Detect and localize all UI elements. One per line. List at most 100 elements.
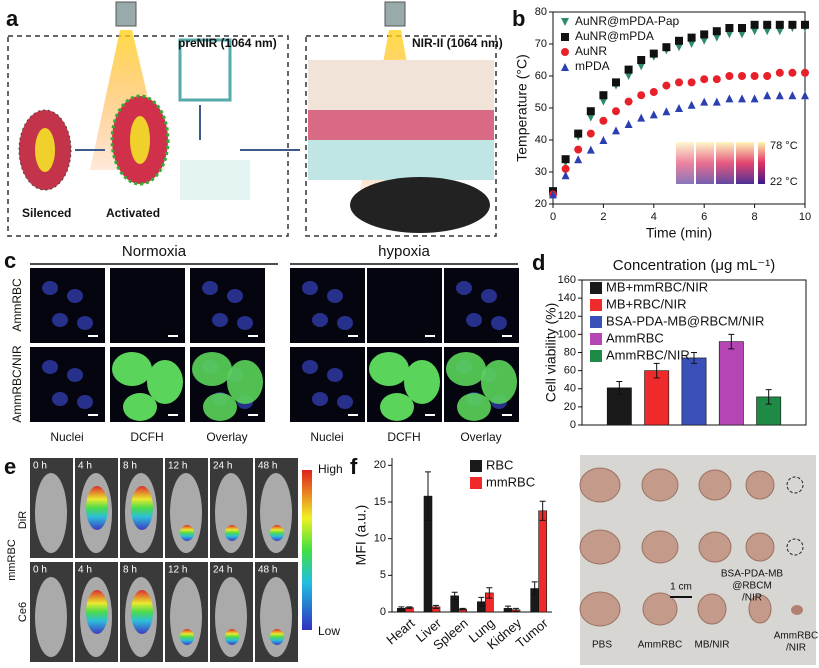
point xyxy=(574,155,583,164)
bar xyxy=(718,341,744,426)
y-tick-label: 160 xyxy=(558,274,576,286)
panel-label: b xyxy=(512,6,525,31)
tumor xyxy=(579,467,621,503)
point xyxy=(700,97,709,106)
point xyxy=(738,72,746,80)
cell xyxy=(481,360,517,404)
group-label: MB/NIR xyxy=(695,640,730,651)
point xyxy=(775,68,784,77)
x-tick-label: Heart xyxy=(383,615,417,647)
nucleus xyxy=(456,281,472,295)
point xyxy=(561,48,569,56)
time-label: 48 h xyxy=(258,565,277,576)
time-label: 48 h xyxy=(258,461,277,472)
color-scale xyxy=(302,470,312,630)
scale-label: Low xyxy=(318,624,340,638)
group-label: /NIR xyxy=(786,643,806,654)
legend-label: RBC xyxy=(486,457,513,472)
y-tick-label: 40 xyxy=(564,383,576,395)
cell xyxy=(227,360,263,404)
nucleus xyxy=(227,289,243,303)
bar xyxy=(538,510,547,613)
tumor xyxy=(641,468,679,502)
time-label: 4 h xyxy=(78,565,92,576)
row-label: Ce6 xyxy=(17,602,29,622)
point xyxy=(612,126,620,135)
time-label: 8 h xyxy=(123,565,137,576)
signal xyxy=(131,486,153,530)
panel-label: f xyxy=(350,454,358,479)
point xyxy=(750,20,759,29)
point xyxy=(561,18,569,26)
point xyxy=(712,75,721,84)
point xyxy=(599,97,608,106)
error-bar xyxy=(406,606,413,609)
mouse xyxy=(260,473,292,553)
panel-label: e xyxy=(4,454,16,479)
error-bar xyxy=(539,500,546,521)
legend-swatch xyxy=(590,282,602,294)
row-label: AmmRBC/NIR xyxy=(10,345,24,423)
signal xyxy=(180,629,194,645)
y-tick-label: 60 xyxy=(535,70,547,82)
thermal-image xyxy=(696,142,714,184)
label: NIR-II (1064 nm) xyxy=(412,36,503,50)
point xyxy=(561,33,569,41)
nucleus xyxy=(481,289,497,303)
column-label: DCFH xyxy=(130,430,163,444)
error-bar xyxy=(505,605,511,612)
point xyxy=(738,30,746,39)
point xyxy=(763,72,772,80)
annotation: 22 °C xyxy=(770,176,798,188)
error-bar xyxy=(425,471,431,521)
mouse xyxy=(260,577,292,657)
signal xyxy=(131,590,153,634)
error-bar xyxy=(478,596,485,607)
legend-label: MB+mmRBC/NIR xyxy=(606,279,708,294)
nucleus xyxy=(52,313,68,327)
legend-swatch xyxy=(590,333,602,345)
point xyxy=(586,107,595,116)
error-bar xyxy=(531,581,538,596)
cell xyxy=(404,360,440,404)
empty-slot xyxy=(786,538,804,556)
x-tick-label: 8 xyxy=(752,211,758,223)
point xyxy=(725,72,734,80)
y-tick-label: 140 xyxy=(558,292,576,304)
thermal-image xyxy=(676,142,694,184)
point xyxy=(675,36,683,45)
point xyxy=(662,43,671,52)
mouse xyxy=(215,473,247,553)
point xyxy=(586,145,595,154)
scale-label: High xyxy=(318,462,343,476)
label: preNIR (1064 nm) xyxy=(178,36,277,50)
cell xyxy=(112,352,152,386)
y-tick-label: 10 xyxy=(374,533,386,545)
error-bar xyxy=(513,607,519,612)
group-label: mmRBC xyxy=(6,539,18,581)
x-tick-label: 10 xyxy=(799,211,811,223)
label: Silenced xyxy=(22,206,71,220)
tumor xyxy=(697,593,727,625)
point xyxy=(561,164,570,173)
y-tick-label: 120 xyxy=(558,310,576,322)
point xyxy=(624,65,633,74)
empty-slot xyxy=(786,476,804,494)
point xyxy=(612,78,620,87)
point xyxy=(801,20,809,29)
point xyxy=(624,120,633,128)
panel-label: c xyxy=(4,248,16,273)
point xyxy=(662,81,671,90)
point xyxy=(725,24,734,32)
schematic: preNIR (1064 nm) NIR-II (1064 nm) Silenc… xyxy=(7,1,503,237)
x-tick-label: 6 xyxy=(701,211,707,223)
tumor xyxy=(748,594,772,624)
nucleus xyxy=(52,392,68,406)
color-scale xyxy=(758,142,765,184)
legend-swatch xyxy=(470,477,482,489)
x-axis-label: Time (min) xyxy=(646,225,712,241)
micrograph xyxy=(190,268,265,343)
signal xyxy=(270,629,284,645)
point xyxy=(788,91,797,100)
thermal-image xyxy=(736,142,754,184)
